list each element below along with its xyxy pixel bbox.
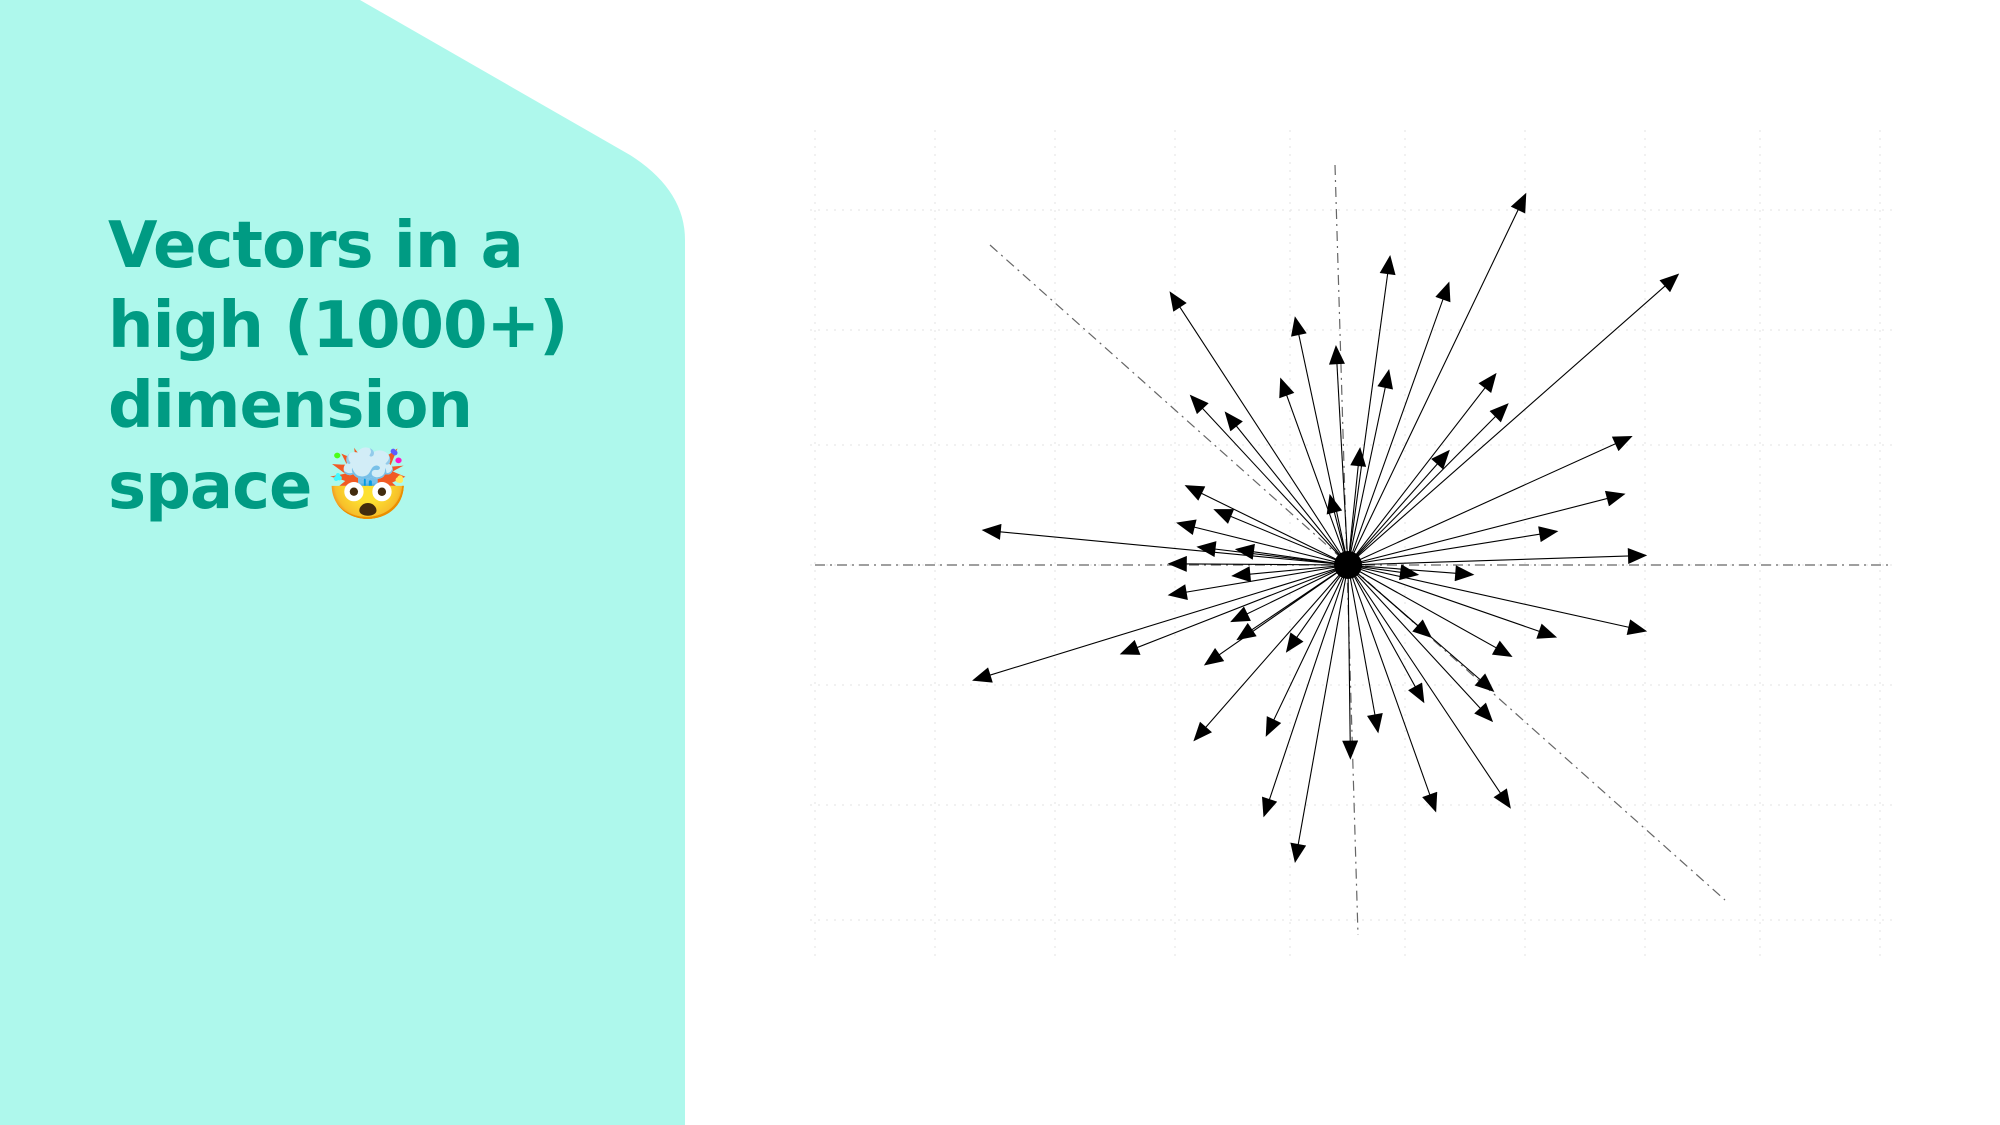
origin-point [1334, 551, 1362, 579]
vector-arrow [1236, 564, 1349, 641]
vector-arrow [1290, 564, 1349, 863]
vector-arrow [1347, 281, 1451, 566]
vector-arrow [1347, 564, 1513, 657]
vector-arrow [972, 564, 1349, 683]
vector-arrow [1291, 316, 1349, 566]
vector-arrow [1347, 447, 1367, 566]
vector-arrow [1265, 564, 1349, 737]
vector-arrow [1347, 490, 1626, 566]
vector-arrow [1347, 547, 1648, 566]
vector-arrow [1224, 411, 1349, 566]
vector-arrow [1347, 273, 1680, 566]
vector-arrow [1119, 564, 1349, 655]
exploding-head-icon: 🤯 [325, 446, 410, 525]
vector-arrow [1347, 255, 1396, 566]
vector-arrow [1347, 403, 1509, 566]
vector-arrow [1328, 345, 1349, 566]
vector-arrow [1279, 377, 1349, 566]
vector-arrow [1169, 291, 1349, 566]
vector-arrow [1285, 564, 1349, 653]
vector-arrow [1189, 394, 1349, 566]
vector-arrow [981, 523, 1349, 566]
title-line-2: high (1000+) [108, 289, 568, 363]
vector-arrow [1347, 564, 1511, 809]
vector-arrow [1347, 526, 1559, 566]
vector-arrow [1347, 564, 1475, 582]
vector-arrow [1347, 372, 1497, 566]
vector-arrow [1347, 564, 1425, 704]
vector-arrow [1347, 435, 1633, 566]
vector-arrow [1213, 509, 1349, 566]
vector-arrow [1196, 541, 1349, 566]
vector-arrow [1347, 192, 1527, 566]
vector-arrow [1347, 564, 1495, 693]
vector-arrow [1231, 564, 1349, 583]
vector-arrow [1193, 564, 1349, 742]
vector-arrow [1230, 564, 1349, 623]
axes [815, 164, 1890, 936]
vector-arrow [1347, 564, 1494, 723]
vector-arrow [1342, 564, 1359, 760]
vector-arrow [1176, 519, 1349, 566]
vector-arrow [1347, 369, 1394, 566]
slide-title: Vectors in a high (1000+) dimension spac… [108, 206, 628, 527]
vector-arrow [1347, 564, 1558, 639]
title-line-4: space [108, 450, 312, 524]
y-axis [1334, 164, 1359, 936]
vector-arrow [1347, 564, 1383, 734]
vector-arrow [1347, 564, 1648, 635]
vector-arrow [1184, 485, 1349, 566]
background-grid [810, 130, 1895, 960]
side-panel-background [0, 0, 685, 1125]
vector-arrow [1167, 555, 1349, 572]
vector-arrow [1262, 564, 1349, 818]
vector-arrow [1347, 564, 1438, 813]
vectors [972, 192, 1680, 863]
side-panel-shape [0, 0, 685, 1125]
title-line-3: dimension [108, 369, 473, 443]
vector-arrow [1167, 564, 1349, 600]
vector-arrow [1347, 449, 1450, 566]
title-line-1: Vectors in a [108, 209, 524, 283]
